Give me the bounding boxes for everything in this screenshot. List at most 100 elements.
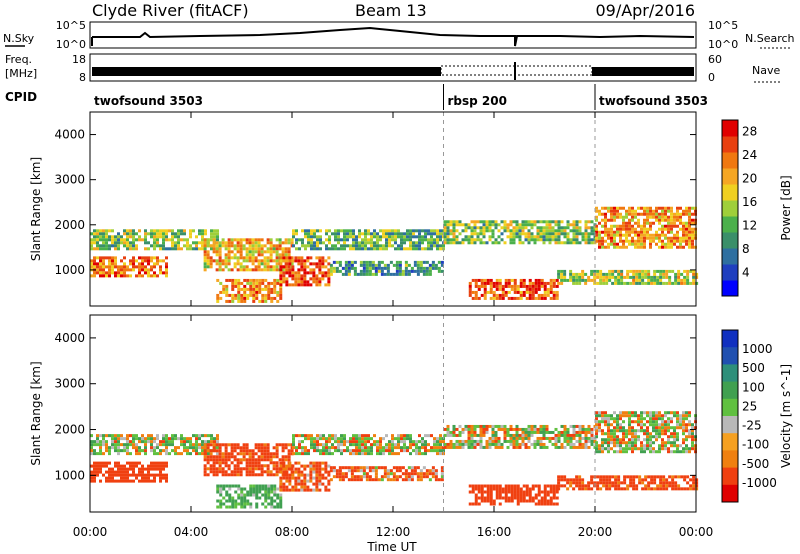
freq-label-2: [MHz] — [5, 67, 37, 80]
y-tick-label: 1000 — [54, 263, 85, 277]
velocity-plot: 1000 2000 3000 4000 Slant Range [km] — [29, 314, 699, 513]
nave-label: Nave — [752, 64, 780, 77]
noise-right-label: N.Search — [745, 32, 795, 45]
echo-band — [292, 434, 445, 456]
power-colorbar-tick: 16 — [742, 195, 757, 209]
velocity-colorbar-tick: 25 — [742, 399, 757, 413]
x-tick-label: 00:00 — [679, 525, 714, 539]
echo-band — [443, 220, 597, 245]
y-axis-title: Slant Range [km] — [29, 361, 43, 465]
power-colorbar-swatch — [722, 184, 738, 201]
freq-label-1: Freq. — [5, 53, 32, 66]
y-tick-label: 2000 — [54, 218, 85, 232]
echo-band — [292, 229, 445, 251]
power-colorbar-swatch — [722, 152, 738, 169]
velocity-colorbar-swatch — [722, 433, 738, 451]
power-colorbar-swatch — [722, 232, 738, 249]
x-tick-label: 16:00 — [477, 525, 512, 539]
nave-tick-bottom: 0 — [708, 71, 715, 84]
echo-band — [468, 484, 559, 506]
velocity-colorbar-swatch — [722, 484, 738, 503]
x-tick-label: 00:00 — [73, 525, 108, 539]
power-colorbar-title: Power [dB] — [779, 175, 793, 240]
freq-tick-bottom: 8 — [79, 71, 86, 84]
power-colorbar-swatch — [722, 200, 738, 217]
velocity-colorbar-tick: -1000 — [742, 476, 777, 490]
freq-band-right — [592, 67, 694, 76]
nave-tick-top: 60 — [708, 53, 722, 66]
echo-band — [468, 278, 559, 300]
power-colorbar-swatch — [722, 264, 738, 281]
noise-left-tick-bottom: 10^0 — [56, 38, 86, 51]
power-colorbar-swatch — [722, 136, 738, 153]
echo-band — [443, 424, 597, 449]
velocity-colorbar-tick: -25 — [742, 419, 762, 433]
power-colorbar-swatch — [722, 216, 738, 233]
power-colorbar-swatch — [722, 168, 738, 185]
freq-band-left — [92, 67, 441, 76]
cpid-mode-label: twofsound 3503 — [94, 94, 203, 108]
cpid-label: CPID — [5, 90, 37, 104]
power-colorbar-swatch — [722, 248, 738, 265]
echo-band — [279, 461, 331, 492]
freq-tick-top: 18 — [72, 53, 86, 66]
velocity-colorbar-tick: 1000 — [742, 342, 773, 356]
power-colorbar: 4 8 12 16 20 24 28 Power [dB] — [721, 119, 793, 297]
noise-right-tick-top: 10^5 — [708, 19, 738, 32]
power-colorbar-tick: 28 — [742, 125, 757, 139]
y-axis-title: Slant Range [km] — [29, 157, 43, 261]
echo-band — [557, 475, 699, 491]
x-tick-label: 20:00 — [578, 525, 613, 539]
velocity-colorbar-tick: -100 — [742, 438, 769, 452]
echo-band — [90, 434, 219, 456]
velocity-colorbar-swatch — [722, 416, 738, 434]
velocity-colorbar-swatch — [722, 330, 738, 348]
velocity-colorbar-swatch — [722, 347, 738, 365]
echo-band — [557, 269, 699, 285]
echo-band — [216, 278, 283, 303]
noise-right-tick-bottom: 10^0 — [708, 38, 738, 51]
date-title: 09/Apr/2016 — [595, 1, 695, 20]
frequency-panel — [89, 53, 697, 82]
beam-title: Beam 13 — [355, 1, 427, 20]
power-colorbar-tick: 4 — [742, 266, 750, 280]
noise-panel — [89, 21, 697, 49]
power-colorbar-swatch — [722, 120, 738, 137]
x-axis-title: Time UT — [366, 540, 417, 554]
noise-left-tick-top: 10^5 — [56, 19, 86, 32]
y-tick-label: 4000 — [54, 331, 85, 345]
echo-band — [329, 260, 444, 276]
velocity-colorbar-swatch — [722, 381, 738, 400]
y-tick-label: 2000 — [54, 423, 85, 437]
time-axis-labels: 00:00 04:00 08:00 12:00 16:00 20:00 00:00 — [73, 525, 714, 539]
noise-left-label: N.Sky — [3, 32, 35, 45]
cpid-mode-label: rbsp 200 — [448, 94, 507, 108]
y-tick-label: 1000 — [54, 468, 85, 482]
cpid-row: twofsound 3503 rbsp 200 twofsound 3503 — [94, 84, 708, 110]
echo-band — [595, 206, 697, 249]
station-title: Clyde River (fitACF) — [92, 1, 249, 20]
echo-band — [203, 443, 294, 477]
velocity-colorbar-tick: 100 — [742, 380, 765, 394]
velocity-colorbar-swatch — [722, 364, 738, 383]
y-tick-label: 4000 — [54, 128, 85, 142]
velocity-colorbar-tick: 500 — [742, 361, 765, 375]
velocity-colorbar-swatch — [722, 398, 738, 417]
echo-band — [329, 466, 444, 482]
power-colorbar-tick: 20 — [742, 172, 757, 186]
power-colorbar-tick: 24 — [742, 148, 757, 162]
echo-band — [90, 256, 168, 278]
noise-sky-trace — [92, 26, 695, 47]
power-plot: 1000 2000 3000 4000 Slant Range [km] — [29, 111, 699, 307]
x-tick-label: 12:00 — [376, 525, 411, 539]
y-tick-label: 3000 — [54, 173, 85, 187]
freq-band-rbsp — [440, 65, 593, 76]
echo-band — [216, 484, 283, 509]
y-tick-label: 3000 — [54, 377, 85, 391]
power-colorbar-swatch — [722, 280, 738, 297]
echo-band — [279, 256, 331, 287]
velocity-colorbar-title: Velocity [m s^-1] — [779, 364, 793, 468]
velocity-colorbar-swatch — [722, 467, 738, 486]
